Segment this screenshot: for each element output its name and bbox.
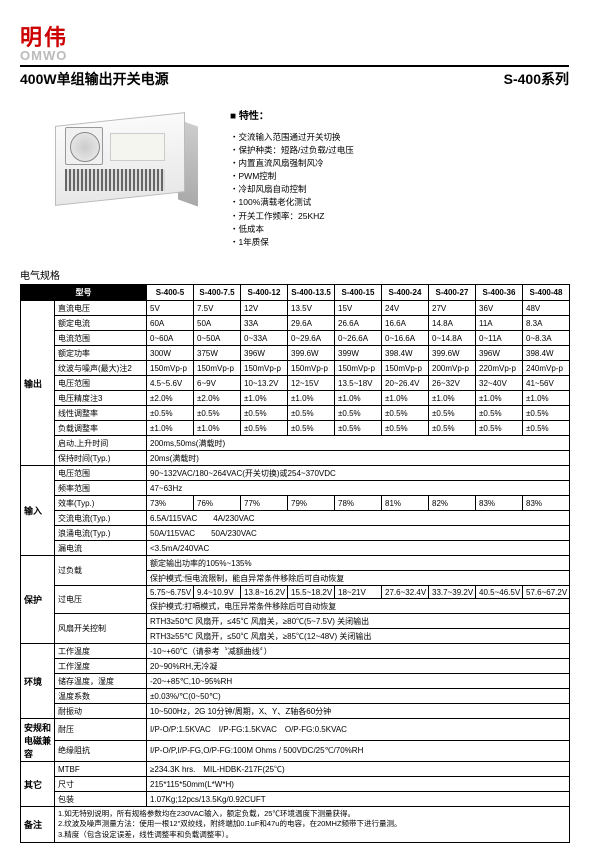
model: S-400-48 [523,285,570,301]
feature-item: 100%满载老化测试 [230,196,354,209]
feature-item: 1年质保 [230,236,354,249]
model: S-400-15 [335,285,382,301]
model: S-400-24 [382,285,429,301]
notes: 1.如无特别说明，所有规格参数均在230VAC输入，额定负载，25℃环境温度下测… [55,807,570,843]
model: S-400-13.5 [288,285,335,301]
features-block: 特性： 交流输入范围通过开关切换 保护种类：短路/过负载/过电压 内置直流风扇强… [230,109,354,249]
model: S-400-7.5 [194,285,241,301]
group-safety: 安规和电磁兼容 [21,719,55,762]
feature-item: 交流输入范围通过开关切换 [230,131,354,144]
features-list: 交流输入范围通过开关切换 保护种类：短路/过负载/过电压 内置直流风扇强制风冷 … [230,131,354,250]
model-header: 型号 [21,285,147,301]
model: S-400-5 [147,285,194,301]
hero-section: 特性： 交流输入范围通过开关切换 保护种类：短路/过负载/过电压 内置直流风扇强… [20,109,569,249]
group-input: 输入 [21,466,55,556]
group-env: 环境 [21,644,55,719]
feature-item: 冷却风扇自动控制 [230,183,354,196]
spec-section-label: 电气规格 [20,267,569,282]
header: 明伟 OMWO 400W单组输出开关电源 S-400系列 [20,20,569,89]
brand-en: OMWO [20,48,569,63]
feature-item: 保护种类：短路/过负载/过电压 [230,144,354,157]
model: S-400-36 [476,285,523,301]
group-output: 输出 [21,301,55,466]
product-image [40,109,200,224]
feature-item: 内置直流风扇强制风冷 [230,157,354,170]
features-heading: 特性： [230,109,354,125]
feature-item: 开关工作频率：25KHZ [230,210,354,223]
feature-item: PWM控制 [230,170,354,183]
feature-item: 低成本 [230,223,354,236]
spec-table: 型号 S-400-5 S-400-7.5 S-400-12 S-400-13.5… [20,284,570,843]
series-label: S-400系列 [504,69,569,89]
model: S-400-12 [241,285,288,301]
group-protect: 保护 [21,556,55,644]
page-title: 400W单组输出开关电源 [20,69,169,89]
row-label: 直流电压 [55,301,147,316]
model: S-400-27 [429,285,476,301]
group-remark: 备注 [21,807,55,843]
